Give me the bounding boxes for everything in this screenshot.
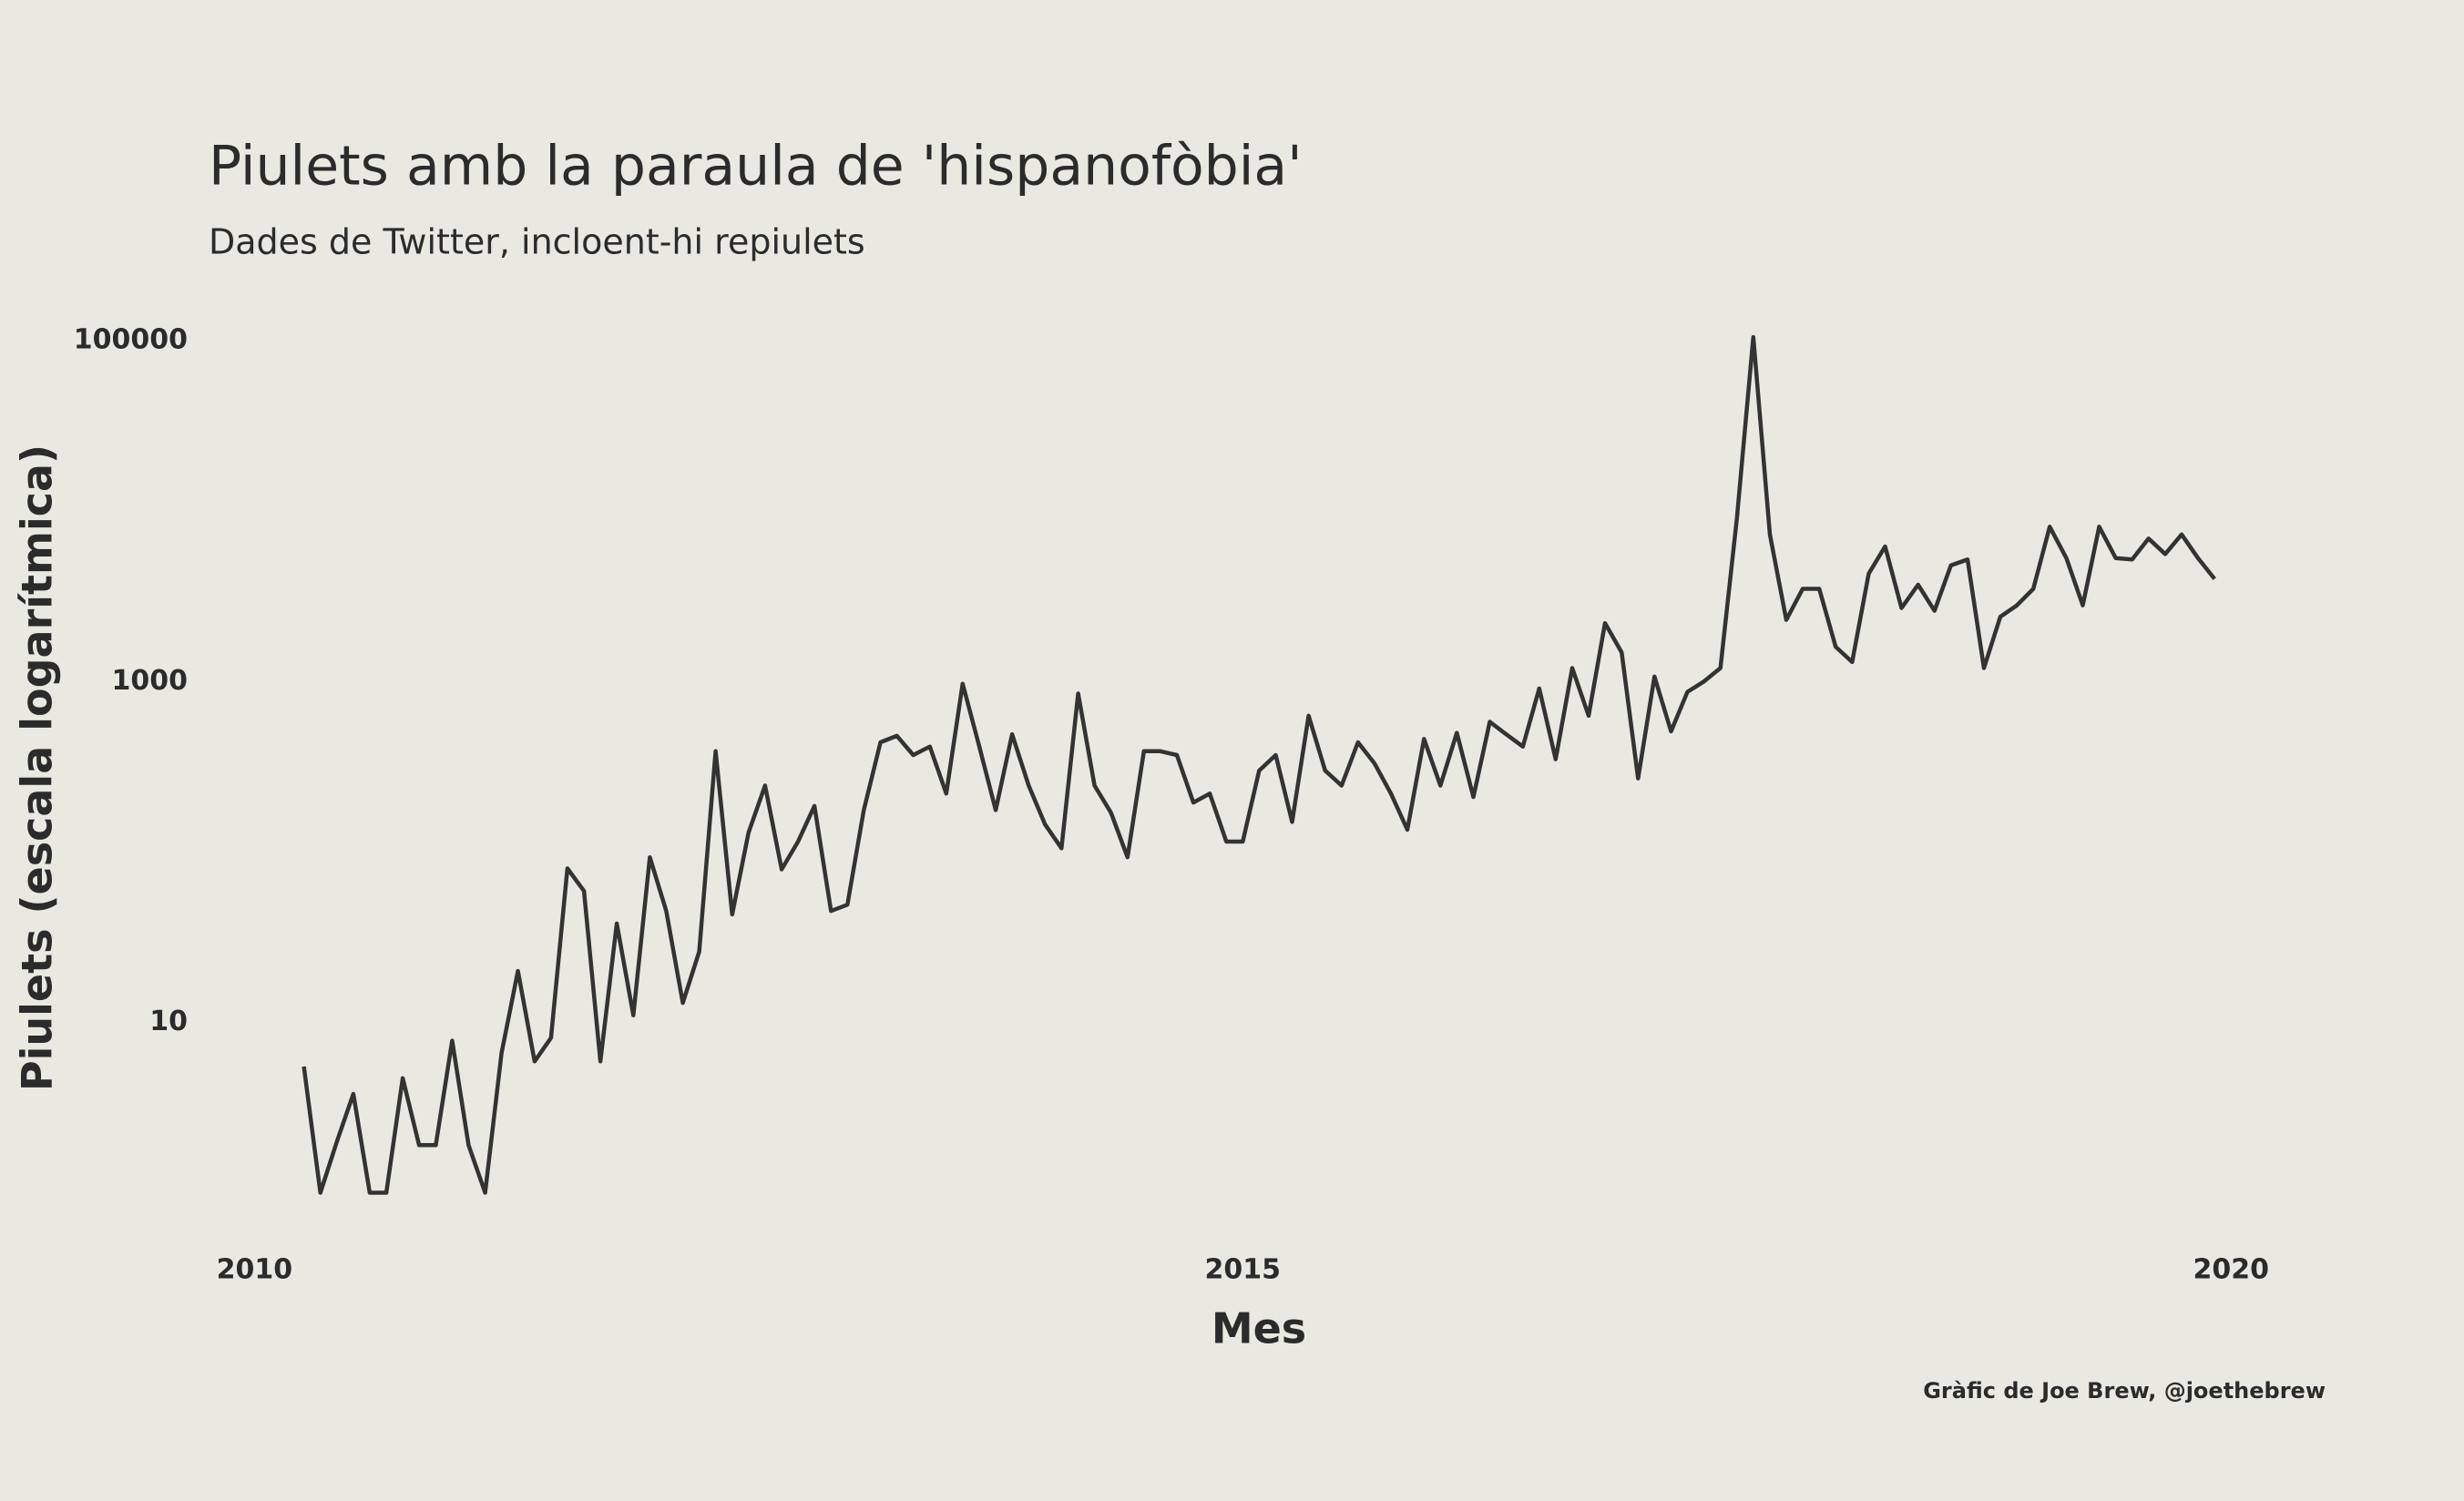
x-tick-label: 2010 bbox=[217, 1254, 293, 1286]
caption: Gràfic de Joe Brew, @joethebrew bbox=[1923, 1378, 2326, 1404]
x-tick-label: 2020 bbox=[2193, 1254, 2269, 1286]
chart-subtitle: Dades de Twitter, incloent-hi repiulets bbox=[209, 222, 865, 262]
y-tick-label: 10 bbox=[149, 1006, 188, 1037]
x-tick-label: 2015 bbox=[1205, 1254, 1282, 1286]
chart-title: Piulets amb la paraula de 'hispanofòbia' bbox=[209, 135, 1303, 199]
x-axis-label: Mes bbox=[1212, 1304, 1306, 1353]
y-tick-label: 100000 bbox=[74, 324, 188, 356]
data-line bbox=[302, 334, 2216, 1195]
y-tick-label: 1000 bbox=[112, 665, 189, 697]
y-axis-label: Piulets (escala logarítmica) bbox=[13, 444, 62, 1091]
